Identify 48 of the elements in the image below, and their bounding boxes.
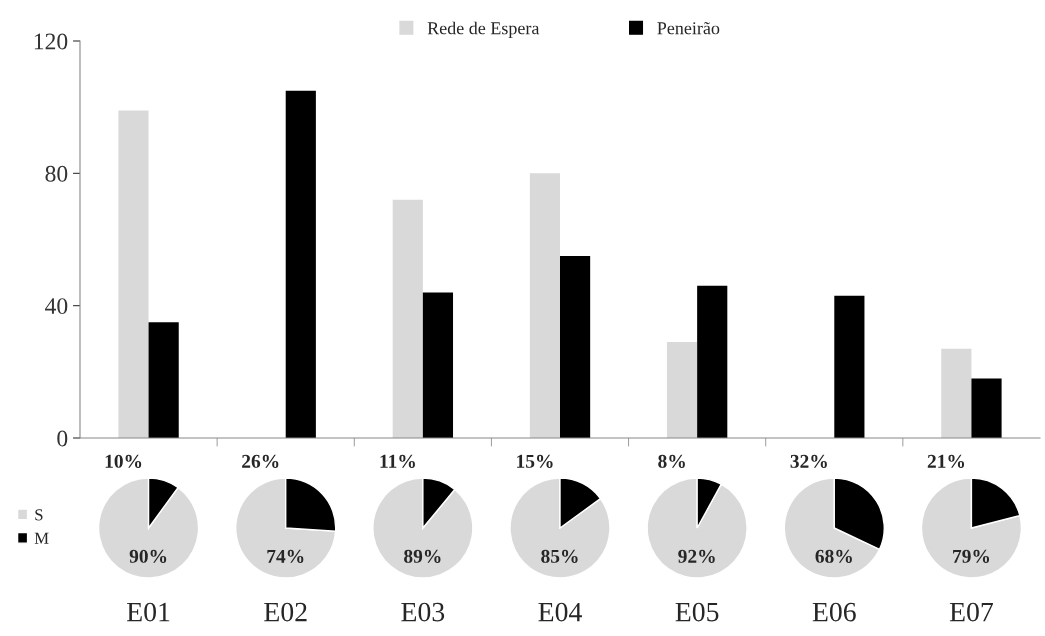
pie-slice xyxy=(920,477,1023,579)
y-tick-label: 40 xyxy=(45,298,68,315)
data-label: 68% xyxy=(815,549,852,563)
bar xyxy=(118,110,149,438)
bar xyxy=(834,295,865,438)
bar xyxy=(422,292,454,438)
bar xyxy=(148,322,179,438)
legend-label: Peneirão xyxy=(657,21,720,35)
bar xyxy=(285,90,316,438)
pie-slice xyxy=(646,477,748,579)
bar xyxy=(697,285,728,438)
data-label: 74% xyxy=(267,549,304,563)
data-label: 92% xyxy=(678,549,715,563)
bar xyxy=(529,173,560,438)
pie-slice xyxy=(97,477,200,579)
legend-label: Rede de Espera xyxy=(427,21,540,38)
data-label: 85% xyxy=(541,549,578,563)
legend-label: M xyxy=(34,532,49,544)
y-tick-label: 80 xyxy=(45,165,68,182)
pie-slice xyxy=(372,477,474,579)
pie-slice xyxy=(235,477,337,579)
data-label: 89% xyxy=(404,549,441,563)
bar xyxy=(560,256,591,438)
bar xyxy=(392,199,423,438)
x-tick-label: E06 xyxy=(812,602,856,622)
x-tick-label: E05 xyxy=(675,602,719,622)
data-label: 8% xyxy=(658,454,685,468)
x-tick-label: E02 xyxy=(264,602,307,622)
data-label: 26% xyxy=(242,454,279,468)
data-label: 79% xyxy=(953,549,990,563)
data-label: 11% xyxy=(380,454,415,468)
bar xyxy=(971,378,1002,438)
bar xyxy=(666,342,698,438)
legend-label: S xyxy=(35,509,43,521)
pie-slice xyxy=(783,477,881,579)
pie-slice xyxy=(509,477,611,579)
x-tick-label: E07 xyxy=(949,602,993,622)
x-tick-label: E01 xyxy=(127,602,170,622)
data-label: 32% xyxy=(790,454,827,468)
data-label: 10% xyxy=(105,454,142,468)
y-tick-label: 0 xyxy=(57,430,68,447)
data-label: 21% xyxy=(927,454,965,468)
x-tick-label: E03 xyxy=(401,602,445,622)
y-tick-label: 120 xyxy=(34,33,68,50)
x-tick-label: E04 xyxy=(538,602,582,622)
data-label: 15% xyxy=(517,454,553,468)
data-label: 90% xyxy=(129,549,167,563)
bar xyxy=(941,348,972,438)
